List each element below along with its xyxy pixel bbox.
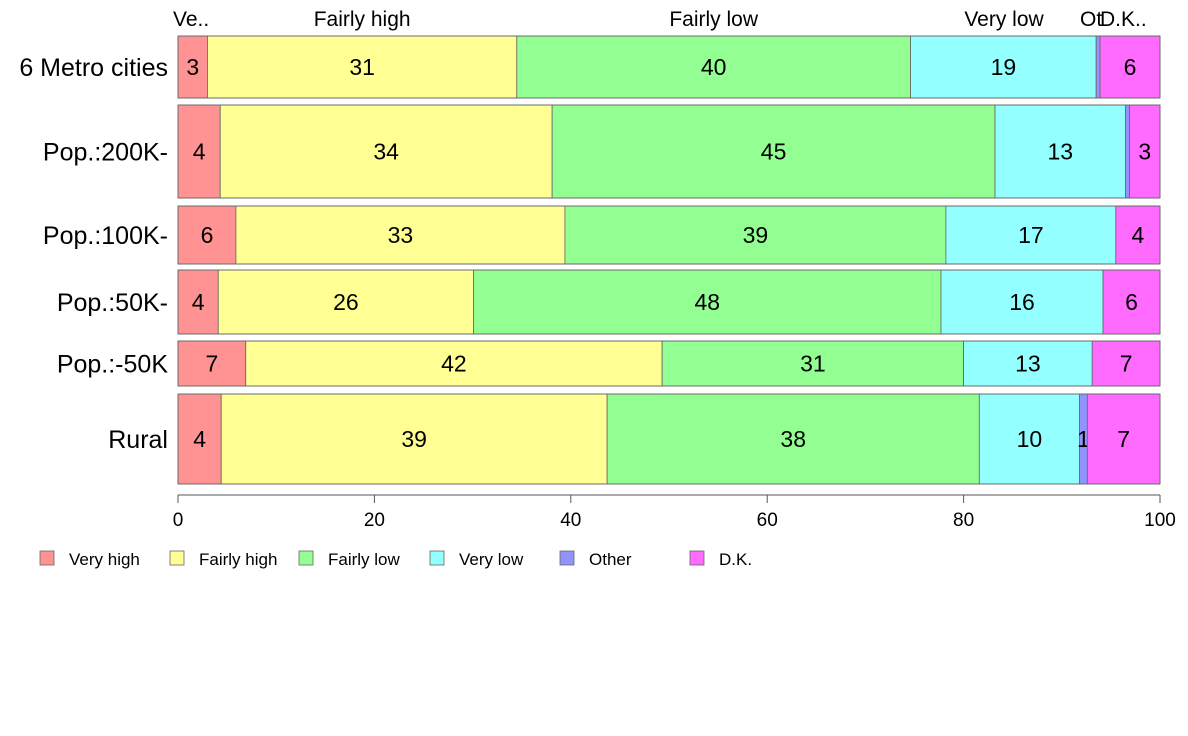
data-label: 4 [192,289,205,315]
top-label: Very low [964,8,1044,31]
bar-frame [177,393,1161,485]
data-label: 45 [761,139,787,165]
x-axis: 0 20 40 60 80 100 [173,494,1176,531]
data-label: 4 [193,139,206,165]
data-label: 19 [991,54,1017,80]
bar-segment-d-k--1 [1129,104,1161,199]
bar-segment-d-k--4 [1091,340,1161,387]
bar-segment-fairly-high-0 [207,35,518,99]
data-label: 33 [388,222,414,248]
category-label: Pop.:-50K [57,351,169,379]
data-label: 7 [205,351,218,377]
bar-segment-very-low-3 [940,269,1104,335]
x-tick-label: 80 [953,510,974,531]
legend-label: Fairly low [328,550,401,569]
data-label: 7 [1117,426,1130,452]
x-tick-label: 100 [1144,510,1176,531]
top-label: Fairly low [669,8,759,31]
category-label: Pop.:200K- [43,139,168,167]
bar-segment-fairly-high-2 [235,205,566,265]
legend-swatch [689,550,705,566]
legend: Very high Fairly high Fairly low Very low Ot… [39,550,752,569]
top-label: Fairly high [314,8,411,31]
data-label: 40 [701,54,727,80]
data-label: 1 [1077,426,1090,452]
data-label: 26 [333,289,359,315]
top-label: Ve.. [173,8,209,31]
bar-frame [177,104,1161,199]
bar-frame [177,205,1161,265]
legend-swatch [169,550,185,566]
legend-label: Other [589,550,632,569]
data-label: 4 [193,426,206,452]
data-label: 42 [441,351,467,377]
category-label: Pop.:50K- [57,289,168,317]
bar-frame [177,269,1161,335]
data-label: 7 [1120,351,1133,377]
bar-segment-d-k--0 [1099,35,1161,99]
bar-segment-fairly-low-3 [473,269,942,335]
legend-label: Fairly high [199,550,277,569]
legend-swatch [298,550,314,566]
data-label: 6 [1125,289,1138,315]
data-label: 3 [186,54,199,80]
bar-segment-fairly-low-1 [551,104,996,199]
x-tick-label: 60 [757,510,778,531]
x-tick-label: 20 [364,510,385,531]
bar-segment-fairly-low-4 [661,340,964,387]
bar-segment-very-low-2 [945,205,1117,265]
bar-segment-very-low-4 [963,340,1093,387]
x-tick-label: 0 [173,510,184,531]
category-label: Rural [108,426,168,454]
data-label: 3 [1138,139,1151,165]
bar-segment-other-0 [1095,35,1101,99]
data-label: 39 [743,222,769,248]
top-label: Ot [1080,8,1102,31]
data-label: 34 [373,139,399,165]
legend-label: Very high [69,550,140,569]
bar-segment-d-k--2 [1115,205,1161,265]
legend-label: Very low [459,550,524,569]
data-label: 31 [349,54,375,80]
top-label-group: Ve.. Fairly high Fairly low Very low OtD.K.. [173,8,1147,31]
bar-segment-d-k--3 [1102,269,1161,335]
category-label: 6 Metro cities [19,54,168,82]
bar-segment-fairly-high-1 [219,104,553,199]
bar-frame [177,35,1161,99]
legend-swatch [559,550,575,566]
data-label: 10 [1017,426,1043,452]
bar-segment-fairly-high-4 [245,340,663,387]
bar-segment-very-high-0 [177,35,208,99]
data-label: 39 [401,426,427,452]
legend-swatch [429,550,445,566]
legend-swatch [39,550,55,566]
legend-label: D.K. [719,550,752,569]
bar-segment-fairly-low-5 [606,393,980,485]
bar-segment-very-low-1 [994,104,1127,199]
category-labels-group: 6 Metro cities Pop.:200K- Pop.:100K- Pop.:5… [19,54,168,454]
data-label: 17 [1018,222,1044,248]
bar-segment-fairly-low-2 [564,205,947,265]
bar-segment-very-low-0 [910,35,1097,99]
data-label: 4 [1132,222,1145,248]
bars-group: 3 31 40 19 64 34 45 13 36 33 39 17 44 26 48 16 67 42 31 13 7… [177,35,1161,485]
data-label: 6 [201,222,214,248]
data-label: 38 [780,426,806,452]
bar-segment-other-1 [1125,104,1130,199]
data-label: 31 [800,351,826,377]
category-label: Pop.:100K- [43,222,168,250]
data-label: 6 [1124,54,1137,80]
data-label: 48 [695,289,721,315]
bar-frame [177,340,1161,387]
top-label: D.K.. [1100,8,1147,31]
data-label: 13 [1048,139,1074,165]
data-label: 13 [1015,351,1041,377]
bar-segment-d-k--5 [1086,393,1161,485]
x-tick-label: 40 [560,510,581,531]
data-label: 16 [1009,289,1035,315]
